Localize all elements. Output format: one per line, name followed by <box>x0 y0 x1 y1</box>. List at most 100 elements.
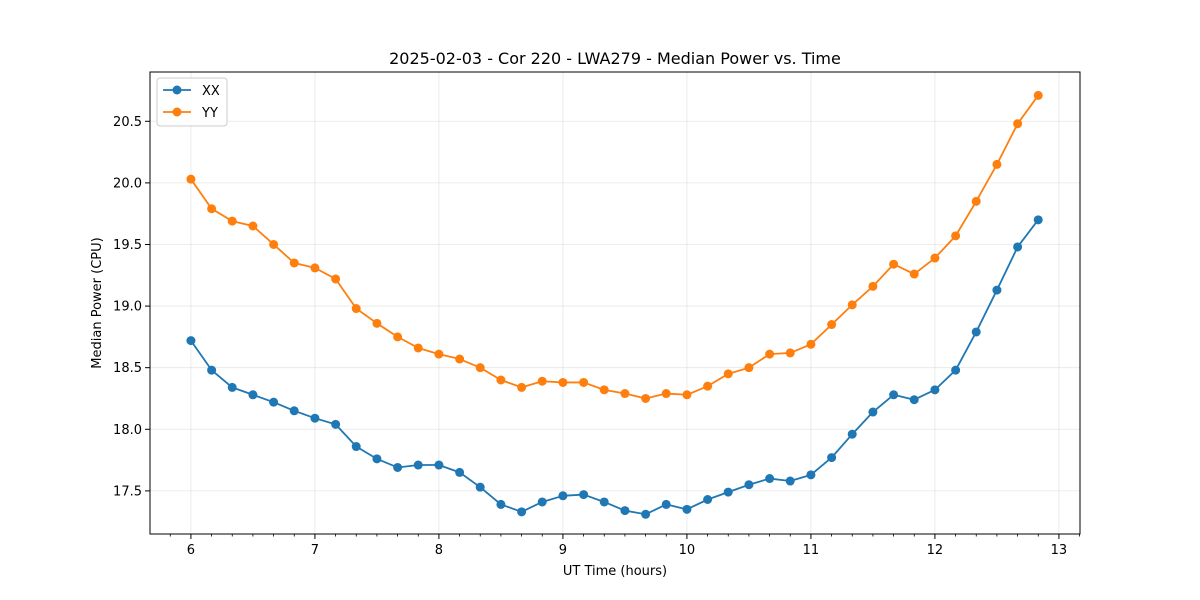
legend-marker-xx <box>172 85 182 95</box>
data-point-xx <box>372 454 382 464</box>
data-point-yy <box>310 263 320 273</box>
y-tick-label: 19.5 <box>113 238 142 253</box>
data-point-yy <box>372 318 382 328</box>
data-point-yy <box>186 174 196 184</box>
x-tick-label: 8 <box>435 543 443 558</box>
data-point-yy <box>289 258 299 268</box>
data-point-xx <box>703 495 713 505</box>
axes: 6 7 8 9 10 11 12 13 17.5 18.0 18.5 19.0 19.5 20.0 20.5 <box>113 115 1080 558</box>
x-tick-label: 12 <box>927 543 944 558</box>
data-point-yy <box>248 221 258 231</box>
data-point-xx <box>744 480 754 490</box>
chart-title: 2025-02-03 - Cor 220 - LWA279 - Median P… <box>389 49 841 68</box>
data-point-yy <box>951 231 961 241</box>
data-point-yy <box>393 332 403 342</box>
data-point-yy <box>847 300 857 310</box>
data-point-yy <box>868 281 878 291</box>
data-point-yy <box>909 269 919 279</box>
data-point-xx <box>682 504 692 514</box>
data-point-yy <box>434 349 444 359</box>
data-point-yy <box>413 343 423 353</box>
data-point-yy <box>269 239 279 249</box>
data-point-xx <box>496 499 506 509</box>
x-tick-label: 11 <box>803 543 820 558</box>
data-point-yy <box>971 196 981 206</box>
data-point-xx <box>909 395 919 405</box>
data-point-xx <box>930 385 940 395</box>
data-point-yy <box>455 354 465 364</box>
grid <box>150 72 1080 534</box>
data-point-xx <box>951 365 961 375</box>
data-point-xx <box>248 390 258 400</box>
y-axis-label: Median Power (CPU) <box>90 237 105 368</box>
data-point-yy <box>661 389 671 399</box>
data-point-xx <box>806 470 816 480</box>
x-tick-label: 10 <box>679 543 696 558</box>
data-point-xx <box>579 490 589 500</box>
data-point-xx <box>269 397 279 407</box>
data-point-yy <box>331 274 341 284</box>
data-point-xx <box>827 453 837 463</box>
data-point-xx <box>765 474 775 484</box>
x-tick-label: 6 <box>187 543 195 558</box>
data-point-yy <box>351 304 361 314</box>
data-point-yy <box>579 377 589 387</box>
plot-frame <box>149 71 1081 535</box>
x-tick-label: 7 <box>311 543 319 558</box>
x-tick-label: 13 <box>1051 543 1068 558</box>
data-point-yy <box>930 253 940 263</box>
data-point-yy <box>806 339 816 349</box>
data-point-xx <box>558 491 568 501</box>
data-point-xx <box>785 476 795 486</box>
data-point-xx <box>227 382 237 392</box>
x-tick-label: 9 <box>559 543 567 558</box>
data-point-xx <box>434 460 444 470</box>
data-point-yy <box>992 159 1002 169</box>
y-tick-label: 20.0 <box>113 176 142 191</box>
data-point-yy <box>558 377 568 387</box>
data-point-yy <box>1013 119 1023 129</box>
data-point-yy <box>682 390 692 400</box>
legend-marker-yy <box>172 107 182 117</box>
data-point-xx <box>620 506 630 516</box>
series-layer <box>186 90 1043 519</box>
data-point-xx <box>207 365 217 375</box>
data-point-yy <box>744 363 754 373</box>
data-point-xx <box>599 497 609 507</box>
data-point-xx <box>847 429 857 439</box>
data-point-yy <box>1033 90 1043 100</box>
y-tick-label: 17.5 <box>113 484 142 499</box>
data-point-yy <box>723 369 733 379</box>
data-point-xx <box>393 462 403 472</box>
data-point-yy <box>537 376 547 386</box>
data-point-yy <box>827 320 837 330</box>
data-point-xx <box>723 487 733 497</box>
y-tick-label: 18.0 <box>113 423 142 438</box>
data-point-yy <box>785 348 795 358</box>
data-point-yy <box>641 393 651 403</box>
data-point-yy <box>227 216 237 226</box>
data-point-xx <box>186 336 196 346</box>
data-point-yy <box>517 382 527 392</box>
y-tick-label: 20.5 <box>113 115 142 130</box>
y-tick-label: 18.5 <box>113 361 142 376</box>
data-point-xx <box>413 460 423 470</box>
data-point-yy <box>496 375 506 385</box>
data-point-yy <box>889 259 899 269</box>
data-point-xx <box>992 285 1002 295</box>
x-axis-label: UT Time (hours) <box>563 564 667 579</box>
data-point-xx <box>641 509 651 519</box>
data-point-xx <box>351 442 361 452</box>
legend: XX YY <box>156 77 228 127</box>
data-point-xx <box>455 467 465 477</box>
data-point-yy <box>765 349 775 359</box>
data-point-xx <box>517 507 527 517</box>
data-point-xx <box>310 413 320 423</box>
data-point-xx <box>868 407 878 417</box>
data-point-yy <box>475 363 485 373</box>
data-point-xx <box>971 327 981 337</box>
legend-label-yy: YY <box>201 106 218 121</box>
data-point-xx <box>331 419 341 429</box>
data-point-xx <box>1033 215 1043 225</box>
